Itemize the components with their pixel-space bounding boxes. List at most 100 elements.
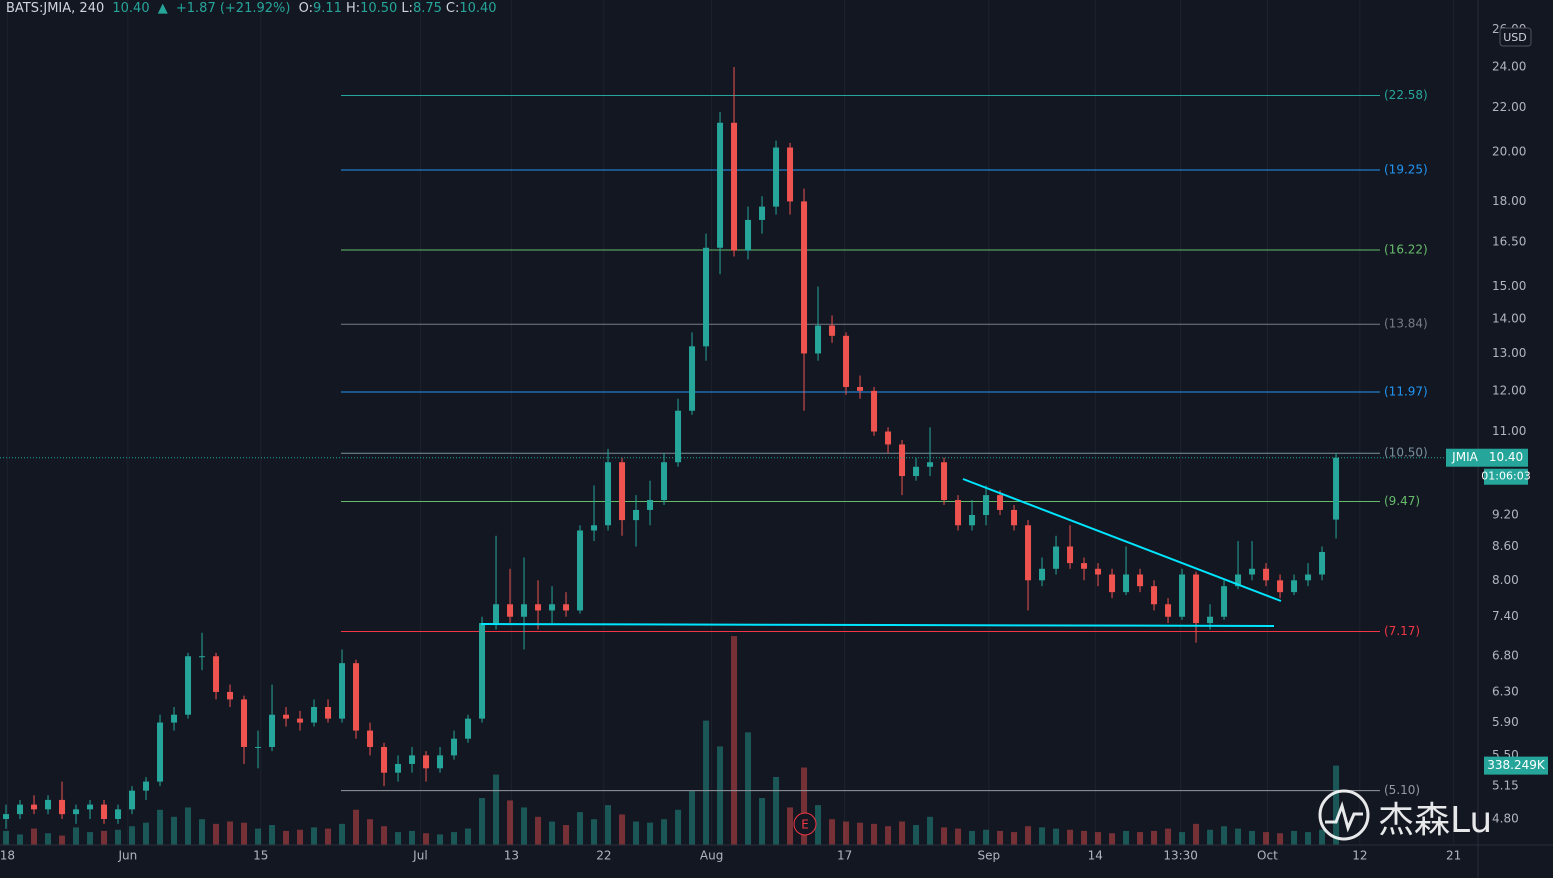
volume-bar: [1193, 823, 1200, 845]
countdown: 01:06:03: [1481, 470, 1530, 483]
field-label: H:: [345, 1, 361, 16]
earnings-marker[interactable]: [793, 812, 817, 836]
x-tick-label: Jun: [117, 849, 137, 863]
volume-bar: [1109, 833, 1116, 845]
volume-bar: [311, 827, 318, 845]
candle-body: [1025, 525, 1032, 581]
volume-bar: [17, 834, 24, 845]
candle-body: [1179, 574, 1186, 617]
symbol-tag-bg: [1446, 448, 1484, 467]
volume-bar: [199, 819, 206, 845]
fib-label: (7.17): [1384, 624, 1420, 638]
volume-bar: [325, 828, 332, 845]
volume-bar: [227, 821, 234, 845]
candle-body: [185, 656, 192, 715]
y-tick-label: 5.90: [1492, 715, 1519, 729]
candle-body: [1081, 563, 1088, 569]
candle-body: [969, 515, 976, 526]
candle-body: [59, 799, 66, 815]
volume-bar: [717, 746, 724, 845]
candle-body: [661, 462, 668, 501]
candle-body: [1333, 457, 1340, 520]
volume-bar: [563, 825, 570, 845]
volume-bar: [647, 822, 654, 845]
x-tick-label: Oct: [1257, 849, 1278, 863]
candle-body: [563, 604, 570, 611]
candle-body: [885, 431, 892, 445]
volume-bar: [689, 791, 696, 845]
candle-body: [171, 714, 178, 723]
candle-body: [675, 410, 682, 463]
volume-bar: [1165, 828, 1172, 845]
candle-body: [381, 746, 388, 773]
candle-body: [913, 466, 920, 477]
volume-bar: [535, 816, 542, 845]
candle-body: [1193, 574, 1200, 624]
volume-bar: [115, 829, 122, 845]
x-tick-label: Jul: [412, 849, 427, 863]
volume-bar: [479, 798, 486, 845]
volume-bar: [297, 829, 304, 845]
last-price: 10.40: [112, 1, 150, 16]
candle-body: [409, 755, 416, 764]
candle-body: [591, 525, 598, 531]
x-tick-label: Sep: [978, 849, 1001, 863]
symbol-tag: JMIA: [1451, 450, 1478, 464]
candle-body: [759, 206, 766, 220]
volume-bar: [745, 732, 752, 845]
volume-bar: [3, 830, 10, 845]
volume-bar: [423, 833, 430, 845]
candle-body: [3, 814, 10, 819]
candle-body: [787, 147, 794, 202]
volume-bar: [661, 819, 668, 845]
candle-body: [255, 746, 262, 748]
x-tick-label: 18: [0, 849, 15, 863]
candle-body: [647, 500, 654, 510]
volume-bar: [703, 720, 710, 845]
candle-body: [157, 722, 164, 782]
field-label: C:: [445, 1, 460, 16]
candle-body: [549, 604, 556, 611]
volume-bar: [437, 834, 444, 845]
x-tick-label: 12: [1352, 849, 1367, 863]
fib-label: (22.58): [1384, 88, 1428, 102]
x-tick-label: 17: [837, 849, 852, 863]
candle-body: [1053, 546, 1060, 569]
candle-body: [1263, 568, 1270, 581]
candle-body: [339, 663, 346, 719]
fib-label: (9.47): [1384, 494, 1420, 508]
candle-body: [843, 335, 850, 387]
volume-bar: [1221, 826, 1228, 845]
fib-label: (11.97): [1384, 385, 1428, 399]
volume-bar: [1235, 828, 1242, 845]
volume-bar: [787, 807, 794, 845]
field-value: 10.40: [459, 1, 497, 16]
volume-bar: [1151, 830, 1158, 845]
y-tick-label: 5.15: [1492, 779, 1519, 793]
volume-bar: [927, 816, 934, 845]
candle-body: [213, 656, 220, 692]
y-tick-label: 7.40: [1492, 609, 1519, 623]
candle-body: [899, 444, 906, 477]
change: +1.87 (+21.92%): [175, 1, 291, 16]
volume-bar: [591, 819, 598, 845]
volume-bar: [983, 829, 990, 845]
candle-body: [871, 390, 878, 432]
volume-bar: [759, 798, 766, 845]
y-tick-label: 6.30: [1492, 684, 1519, 698]
volume-bar: [213, 823, 220, 845]
candle-body: [129, 790, 136, 810]
candle-body: [17, 804, 24, 815]
candle-body: [465, 718, 472, 739]
volume-bar: [829, 819, 836, 845]
candle-body: [927, 462, 934, 467]
candle-body: [493, 604, 500, 624]
volume-bar: [129, 826, 136, 845]
volume-bar: [1053, 828, 1060, 845]
candle-body: [1291, 580, 1298, 593]
x-tick-label: 13:30: [1163, 849, 1198, 863]
volume-tag-bg: [1484, 756, 1548, 775]
currency-box[interactable]: [1499, 27, 1532, 47]
volume-bar: [73, 827, 80, 845]
